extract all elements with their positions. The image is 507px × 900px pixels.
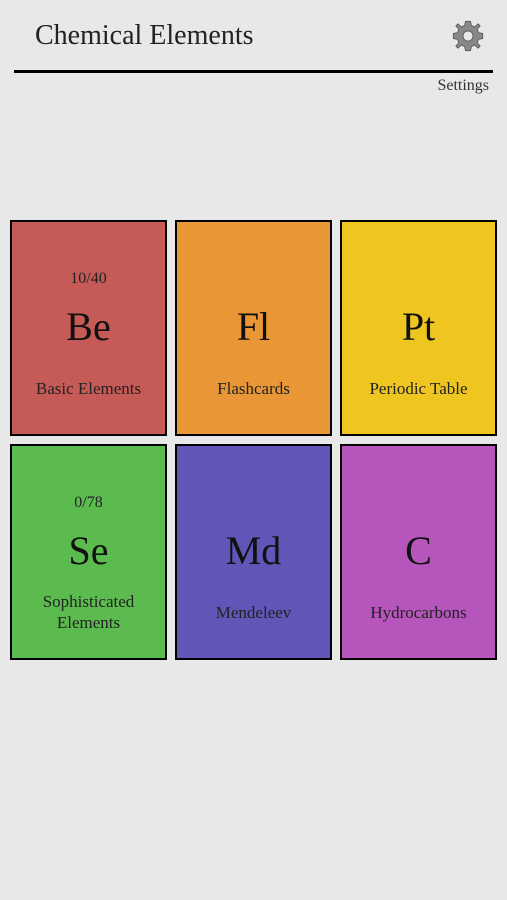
tile-label: Hydrocarbons bbox=[342, 603, 495, 623]
tile-progress: 0/78 bbox=[74, 494, 102, 512]
tile-mendeleev[interactable]: Md Mendeleev bbox=[175, 444, 332, 660]
tile-symbol: Be bbox=[66, 303, 110, 350]
settings-gear-icon[interactable] bbox=[447, 15, 489, 57]
tile-label: Periodic Table bbox=[342, 379, 495, 399]
tile-symbol: Md bbox=[226, 527, 282, 574]
tile-symbol: Se bbox=[69, 527, 109, 574]
tile-label: Sophisticated Elements bbox=[12, 592, 165, 633]
tile-label: Flashcards bbox=[177, 379, 330, 399]
tile-label: Mendeleev bbox=[177, 603, 330, 623]
tile-basic-elements[interactable]: 10/40 Be Basic Elements bbox=[10, 220, 167, 436]
tile-flashcards[interactable]: Fl Flashcards bbox=[175, 220, 332, 436]
settings-label: Settings bbox=[0, 73, 507, 95]
tile-symbol: Fl bbox=[237, 303, 270, 350]
tile-symbol: C bbox=[405, 527, 432, 574]
header: Chemical Elements bbox=[0, 0, 507, 62]
app-title: Chemical Elements bbox=[35, 20, 254, 52]
tile-grid: 10/40 Be Basic Elements Fl Flashcards Pt… bbox=[0, 220, 507, 660]
tile-label: Basic Elements bbox=[12, 379, 165, 399]
tile-symbol: Pt bbox=[402, 303, 435, 350]
tile-periodic-table[interactable]: Pt Periodic Table bbox=[340, 220, 497, 436]
tile-sophisticated-elements[interactable]: 0/78 Se Sophisticated Elements bbox=[10, 444, 167, 660]
tile-progress: 10/40 bbox=[70, 270, 106, 288]
tile-hydrocarbons[interactable]: C Hydrocarbons bbox=[340, 444, 497, 660]
